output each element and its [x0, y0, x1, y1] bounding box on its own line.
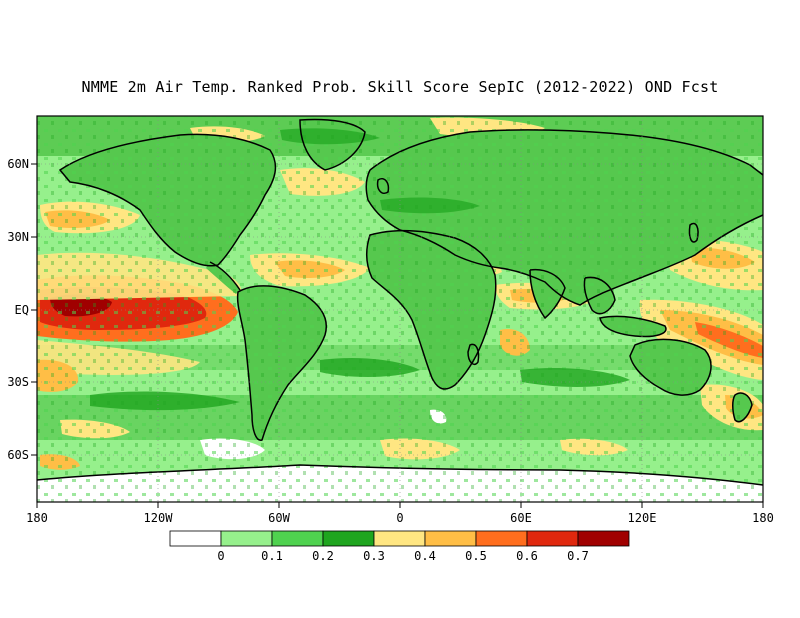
map-title: NMME 2m Air Temp. Ranked Prob. Skill Sco… — [81, 78, 719, 96]
colorbar-label: 0.3 — [363, 549, 385, 563]
longitude-labels: 180 120W 60W 0 60E 120E 180 — [26, 511, 774, 525]
central-america-coast — [209, 261, 241, 291]
uk-coast — [376, 178, 390, 194]
new-zealand-coast — [732, 392, 753, 423]
europe-asia-coast — [365, 129, 763, 306]
streak-5 — [280, 128, 380, 145]
lon-label: 60E — [510, 511, 532, 525]
colorbar-label: 0.4 — [414, 549, 436, 563]
north-america-coast — [58, 133, 277, 267]
streak-4 — [380, 197, 480, 214]
africa-coast — [366, 229, 497, 390]
latitude-labels: 60N 30N EQ 30S 60S — [7, 157, 29, 462]
colorbar-swatch — [424, 530, 477, 547]
tick-marks — [31, 163, 764, 508]
colorbar-swatch — [220, 530, 273, 547]
se-asia-coast — [583, 276, 616, 315]
lat-label: 30S — [7, 375, 29, 389]
colorbar-swatch — [475, 530, 528, 547]
australia-coast — [629, 338, 712, 396]
lon-label: 120W — [144, 511, 174, 525]
japan-coast — [688, 222, 699, 243]
lon-label: 120E — [628, 511, 657, 525]
colorbar-swatch — [373, 530, 426, 547]
colorbar-label: 0 — [217, 549, 224, 563]
colorbar-label: 0.2 — [312, 549, 334, 563]
madagascar-coast — [467, 343, 480, 366]
lat-label: 60N — [7, 157, 29, 171]
colorbar: 0 0.1 0.2 0.3 0.4 0.5 0.6 0.7 — [169, 530, 630, 563]
lat-label: 30N — [7, 230, 29, 244]
map-field — [37, 116, 763, 502]
lon-label: 0 — [396, 511, 403, 525]
greenland-coast — [299, 118, 366, 171]
colorbar-swatch — [271, 530, 324, 547]
streak-2 — [320, 358, 420, 377]
streak-3 — [520, 368, 630, 387]
antarctica-coast — [37, 464, 763, 486]
colorbar-swatch — [322, 530, 375, 547]
lat-label: 60S — [7, 448, 29, 462]
south-america-coast — [236, 285, 327, 441]
colorbar-label: 0.6 — [516, 549, 538, 563]
lon-label: 60W — [268, 511, 290, 525]
lon-label: 180 — [752, 511, 774, 525]
indonesia-coast — [599, 315, 667, 338]
colorbar-swatch — [577, 530, 630, 547]
colorbar-label: 0.1 — [261, 549, 283, 563]
colorbar-swatch — [526, 530, 579, 547]
lon-label: 180 — [26, 511, 48, 525]
dark-green-streaks — [90, 128, 630, 411]
colorbar-swatch — [169, 530, 222, 547]
gridlines — [37, 116, 763, 502]
lat-label: EQ — [15, 303, 29, 317]
colorbar-label: 0.7 — [567, 549, 589, 563]
india-coast — [529, 268, 566, 320]
colorbar-label: 0.5 — [465, 549, 487, 563]
streak-1 — [90, 391, 240, 411]
coastlines — [37, 118, 763, 486]
